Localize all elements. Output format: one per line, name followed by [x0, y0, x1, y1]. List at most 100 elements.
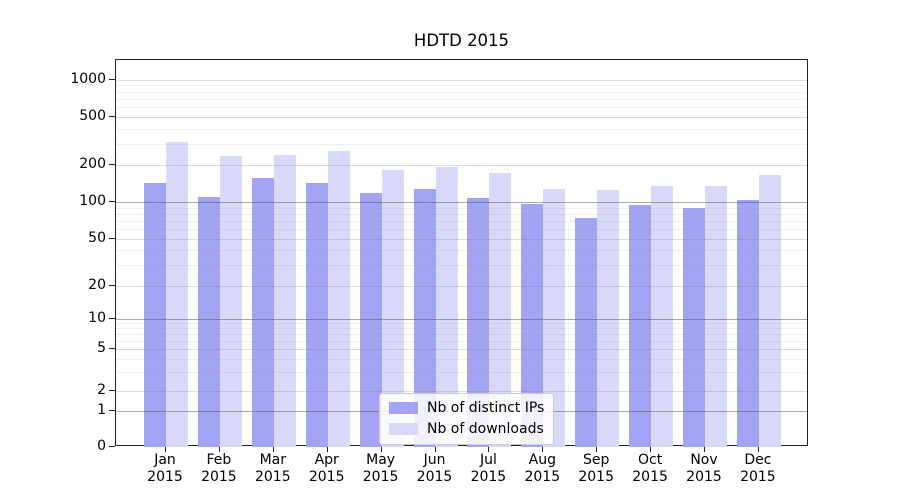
gridline-minor [116, 213, 807, 215]
gridline-minor [116, 85, 807, 87]
gridline-minor [116, 98, 807, 100]
gridline-10 [116, 319, 807, 320]
x-tick-label-jan: Jan 2015 [147, 452, 183, 485]
gridline-minor [116, 340, 807, 342]
bar-distinct-ips-mar [251, 177, 274, 447]
plot-area: Nb of distinct IPs Nb of downloads [115, 59, 808, 447]
y-tick-mark [109, 164, 115, 166]
x-tick-label-jul: Jul 2015 [470, 452, 507, 485]
y-tick-label: 500 [79, 108, 106, 125]
bar-downloads-mar [273, 155, 296, 447]
y-tick-label: 2 [97, 382, 106, 398]
bar-downloads-sep [597, 190, 620, 447]
x-tick-mark [757, 446, 759, 452]
x-tick-label-may: May 2015 [362, 452, 399, 485]
legend-swatch-icon [389, 402, 418, 414]
legend-item-distinct-ips: Nb of distinct IPs [389, 398, 544, 418]
x-tick-label-apr: Apr 2015 [308, 452, 345, 485]
y-tick-mark [109, 390, 115, 391]
bar-distinct-ips-oct [629, 205, 652, 447]
x-tick-mark [380, 446, 382, 452]
gridline-5 [116, 348, 807, 350]
x-tick-label-oct: Oct 2015 [632, 452, 668, 485]
y-tick-label: 1000 [70, 70, 106, 87]
x-tick-label-sep: Sep 2015 [578, 452, 614, 485]
y-tick-mark [109, 237, 115, 239]
y-tick-label: 5 [97, 339, 106, 356]
gridline-minor [116, 250, 807, 252]
gridline-minor [116, 228, 807, 230]
x-tick-mark [326, 446, 328, 452]
gridline-minor [116, 128, 807, 130]
gridline-50 [116, 238, 807, 240]
y-tick-mark [109, 347, 115, 349]
x-tick-mark [650, 446, 652, 452]
legend-label: Nb of distinct IPs [427, 400, 545, 416]
bar-distinct-ips-jan [144, 183, 166, 447]
y-tick-label: 1 [97, 401, 106, 418]
y-tick-label: 50 [88, 229, 106, 246]
x-tick-mark [434, 446, 436, 452]
gridline-minor [116, 372, 807, 374]
y-tick-mark [109, 201, 115, 202]
y-tick-mark [109, 285, 115, 286]
gridline-minor [116, 328, 807, 330]
bar-distinct-ips-nov [683, 208, 705, 447]
bars-layer [116, 60, 807, 447]
y-tick-mark [109, 116, 115, 118]
bar-distinct-ips-dec [736, 199, 759, 447]
y-tick-mark [109, 409, 115, 411]
bar-distinct-ips-apr [305, 182, 328, 447]
x-tick-mark [542, 446, 544, 452]
x-tick-mark [488, 446, 490, 452]
gridline-minor [116, 334, 807, 336]
x-tick-mark [272, 446, 274, 452]
gridline-2 [116, 391, 807, 392]
x-tick-label-mar: Mar 2015 [254, 452, 291, 485]
x-tick-label-aug: Aug 2015 [524, 452, 561, 485]
x-tick-mark [165, 446, 166, 452]
gridline-minor [116, 220, 807, 222]
y-tick-mark [109, 78, 115, 80]
gridline-minor [116, 91, 807, 93]
gridline-20 [116, 286, 807, 287]
chart-title: HDTD 2015 [413, 31, 510, 50]
x-tick-label-feb: Feb 2015 [201, 452, 237, 485]
legend-label: Nb of downloads [427, 421, 544, 437]
gridline-minor [116, 207, 807, 209]
gridline-500 [116, 117, 807, 119]
legend-swatch-icon [389, 423, 418, 435]
bar-downloads-apr [327, 150, 350, 447]
bar-downloads-jan [166, 142, 188, 447]
bar-downloads-oct [651, 186, 674, 447]
y-tick-label: 100 [79, 193, 106, 209]
gridline-200 [116, 165, 807, 167]
gridline-minor [116, 323, 807, 325]
y-tick-label: 0 [97, 438, 106, 454]
bar-downloads-dec [758, 174, 781, 447]
grid-layer [116, 60, 807, 445]
bar-distinct-ips-sep [575, 217, 598, 447]
x-tick-mark [704, 446, 705, 452]
x-tick-label-jun: Jun 2015 [416, 452, 453, 485]
gridline-minor [116, 358, 807, 360]
x-tick-label-nov: Nov 2015 [686, 452, 722, 485]
y-tick-mark [109, 318, 115, 319]
y-tick-label: 10 [88, 310, 106, 326]
x-tick-label-dec: Dec 2015 [740, 452, 776, 485]
bar-downloads-nov [705, 185, 727, 447]
gridline-100 [116, 202, 807, 203]
legend-item-downloads: Nb of downloads [389, 419, 544, 439]
x-tick-mark [218, 446, 220, 452]
y-tick-mark [109, 446, 115, 447]
legend: Nb of distinct IPs Nb of downloads [379, 393, 555, 445]
gridline-minor [116, 144, 807, 146]
x-tick-mark [596, 446, 598, 452]
gridline-minor [116, 107, 807, 109]
y-tick-label: 200 [79, 156, 106, 173]
y-tick-label: 20 [88, 277, 106, 293]
bar-distinct-ips-feb [197, 196, 220, 447]
gridline-minor [116, 264, 807, 266]
bar-downloads-feb [219, 155, 242, 447]
